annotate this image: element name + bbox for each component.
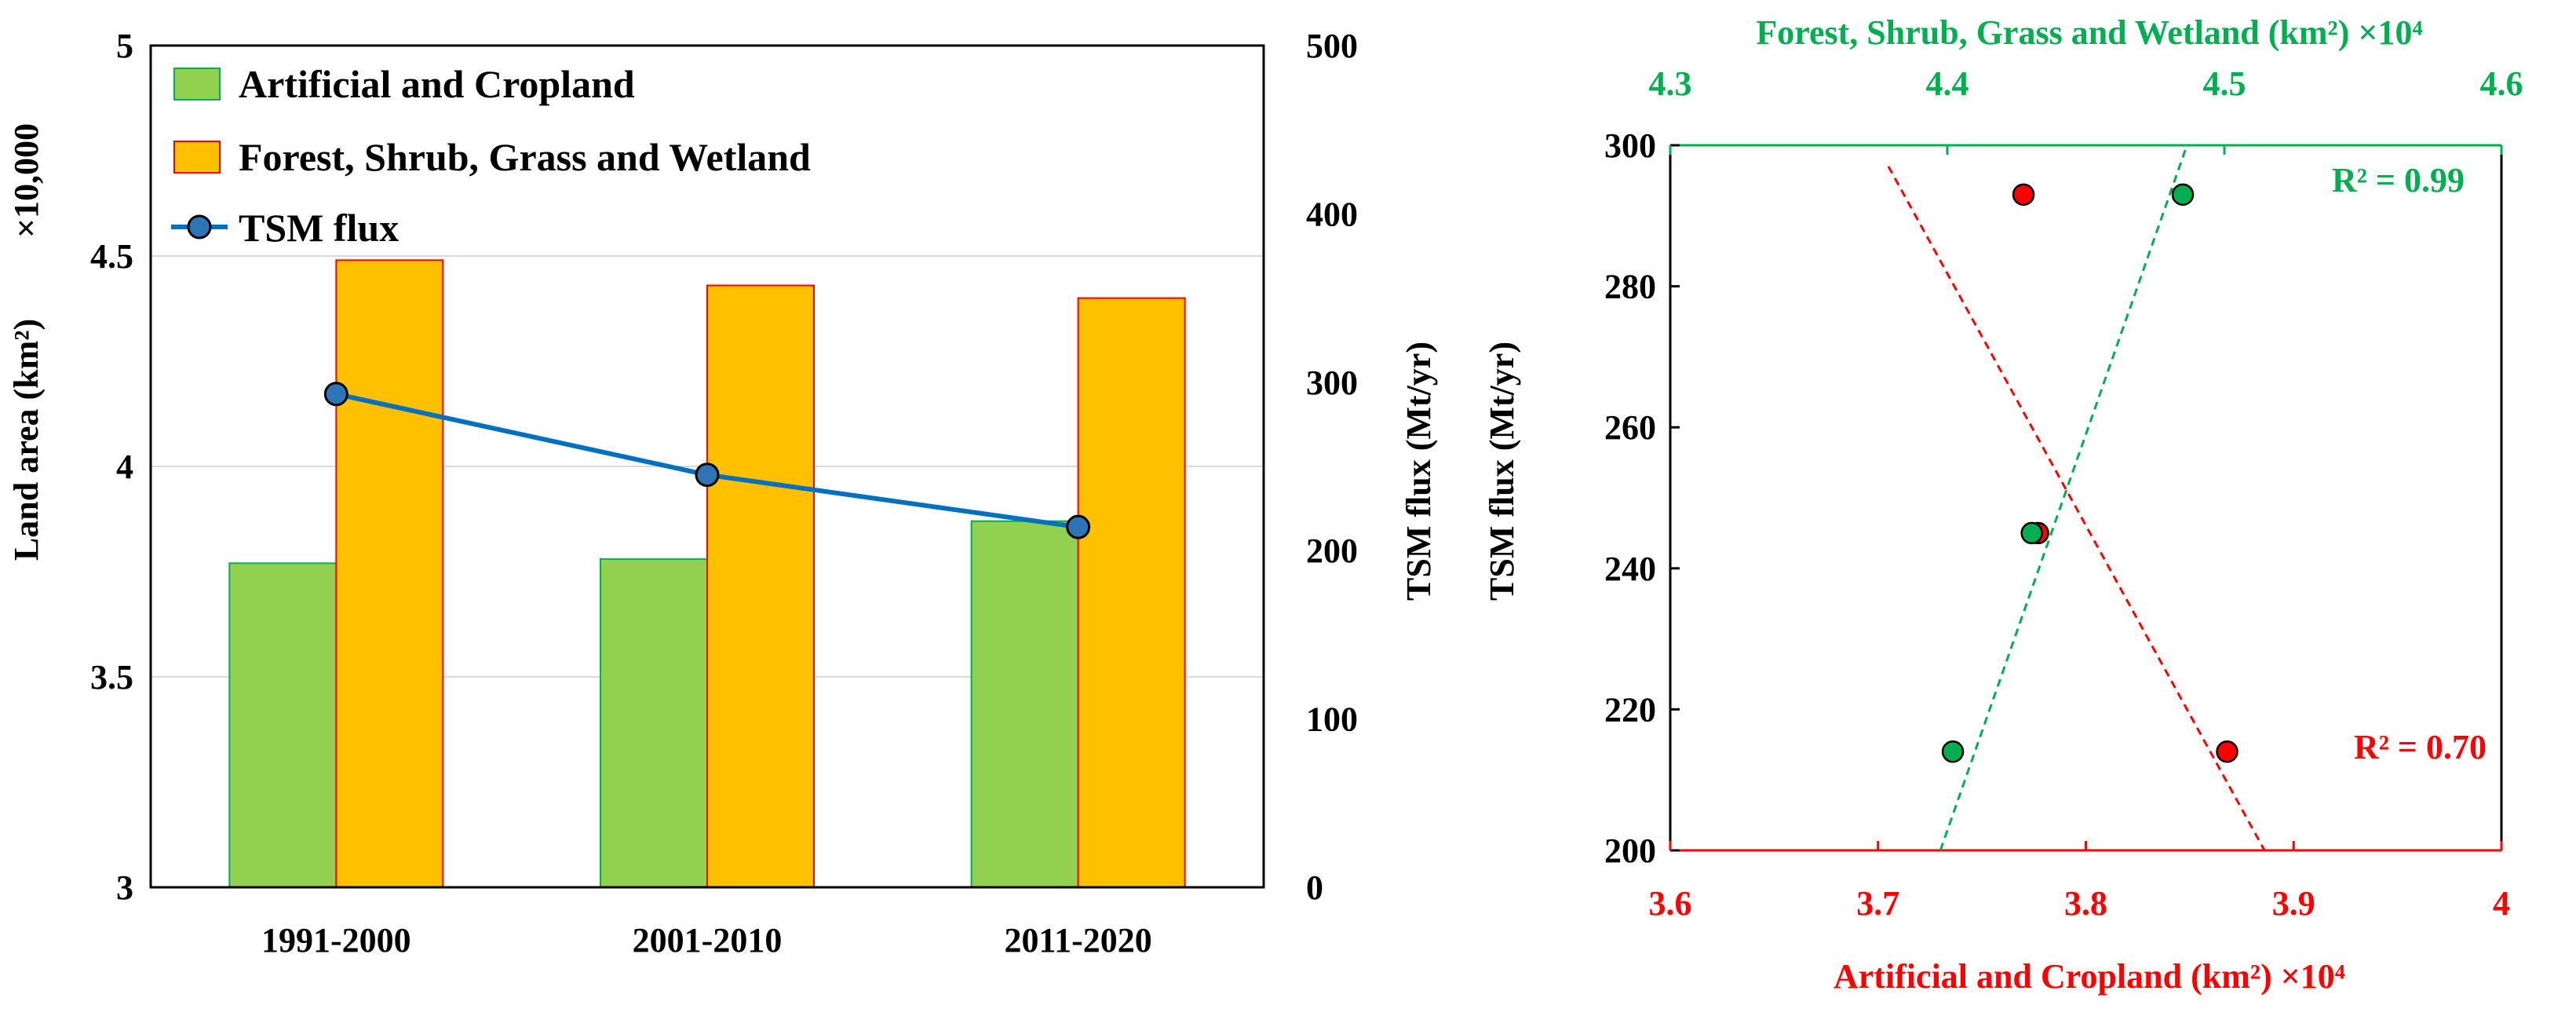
left-x-ticks: 1991-2000 2001-2010 2011-2020: [261, 921, 1152, 960]
y-tick-label: 5: [116, 27, 133, 65]
scatter-y-axis-label: TSM flux (Mt/yr): [1483, 342, 1521, 601]
bar-forest: [335, 259, 444, 888]
left-y-axis-label: Land area (km²): [7, 319, 46, 561]
left-y-axis-multiplier: ×10,000: [7, 123, 46, 238]
left-plot-frame: [149, 44, 1265, 889]
bottom-x-tick-label: 3.6: [1649, 884, 1692, 923]
y-tick-label: 4: [116, 448, 133, 486]
legend-marker-tsm: [187, 214, 212, 239]
scatter-point-artificial: [2216, 740, 2238, 763]
x-tick-label: 1991-2000: [261, 921, 411, 960]
tsm-flux-point: [695, 462, 720, 488]
y-tick-label: 220: [1604, 690, 1656, 729]
x-tick-label: 2001-2010: [633, 921, 783, 960]
fit-line-forest: [1939, 144, 2188, 851]
top-x-tick-label: 4.6: [2480, 64, 2523, 103]
scatter-point-forest: [1941, 740, 1965, 763]
right-y-tick-label: 100: [1306, 700, 1358, 739]
bottom-x-tick-label: 3.7: [1856, 884, 1899, 923]
top-x-tick-label: 4.3: [1649, 64, 1692, 103]
right-y-axis-label: TSM flux (Mt/yr): [1399, 342, 1438, 601]
bottom-x-tick-label: 4: [2493, 884, 2510, 923]
r2-label-artificial: R² = 0.70: [2354, 728, 2487, 766]
y-tick-label: 4.5: [90, 237, 133, 276]
scatter-bottom-x-ticks: 3.6 3.7 3.8 3.9 4: [1649, 884, 2511, 923]
scatter-fit-lines: [1887, 144, 2266, 851]
scatter-top-x-ticks: 4.3 4.4 4.5 4.6: [1649, 64, 2523, 103]
bottom-x-tick-label: 3.8: [2064, 884, 2107, 923]
y-tick-label: 280: [1604, 268, 1656, 306]
y-tick-label: 260: [1604, 408, 1656, 447]
legend-label-forest: Forest, Shrub, Grass and Wetland: [239, 135, 811, 179]
scatter-points: [1941, 183, 2238, 763]
right-y-tick-label: 300: [1306, 364, 1358, 402]
y-tick-label: 240: [1604, 550, 1656, 588]
y-tick-label: 200: [1604, 832, 1656, 870]
legend-swatch-artificial: [173, 68, 221, 101]
top-x-tick-label: 4.5: [2203, 64, 2246, 103]
scatter-top-x-axis-label: Forest, Shrub, Grass and Wetland (km²) ×…: [1756, 13, 2422, 52]
fit-line-artificial: [1887, 166, 2266, 851]
legend-label-artificial: Artificial and Cropland: [239, 62, 635, 106]
scatter-point-forest: [2171, 183, 2195, 207]
top-x-tick-label: 4.4: [1926, 64, 1969, 103]
legend-swatch-forest: [173, 141, 221, 174]
tsm-flux-point: [1066, 514, 1091, 539]
y-tick-label: 300: [1604, 126, 1656, 165]
scatter-point-artificial: [2012, 183, 2035, 207]
bar-forest: [706, 284, 815, 888]
bar-artificial: [228, 562, 338, 889]
right-y-ticks: 0 100 200 300 400 500: [1306, 27, 1358, 907]
bar-forest: [1077, 297, 1186, 889]
scatter-bottom-x-axis-label: Artificial and Cropland (km²) ×10⁴: [1833, 957, 2345, 996]
x-tick-label: 2011-2020: [1005, 921, 1152, 960]
land-area-tsm-bar-chart: 3 3.5 4 4.5 5 0 100 200 300 400 500 1991-2000 2001…: [7, 27, 1438, 960]
r2-label-forest: R² = 0.99: [2332, 161, 2465, 199]
scatter-y-ticks: 200 220 240 260 280 300: [1604, 126, 1656, 870]
left-y-ticks: 3 3.5 4 4.5 5: [90, 27, 133, 907]
y-tick-label: 3: [116, 868, 133, 907]
tsm-flux-point: [323, 382, 348, 407]
right-y-tick-label: 500: [1306, 27, 1358, 65]
legend-label-tsm: TSM flux: [239, 206, 399, 250]
scatter-point-forest: [2020, 521, 2043, 545]
tsm-flux-line: [323, 382, 1091, 539]
y-tick-label: 3.5: [90, 658, 133, 696]
legend: Artificial and Cropland Forest, Shrub, G…: [171, 62, 811, 250]
left-bars: [228, 259, 1186, 889]
right-y-tick-label: 200: [1306, 532, 1358, 570]
bar-artificial: [600, 558, 708, 888]
right-y-tick-label: 0: [1306, 868, 1323, 907]
scatter-axes: [1669, 144, 2503, 852]
bottom-x-tick-label: 3.9: [2272, 884, 2315, 923]
bar-artificial: [970, 520, 1079, 888]
right-y-tick-label: 400: [1306, 195, 1358, 233]
